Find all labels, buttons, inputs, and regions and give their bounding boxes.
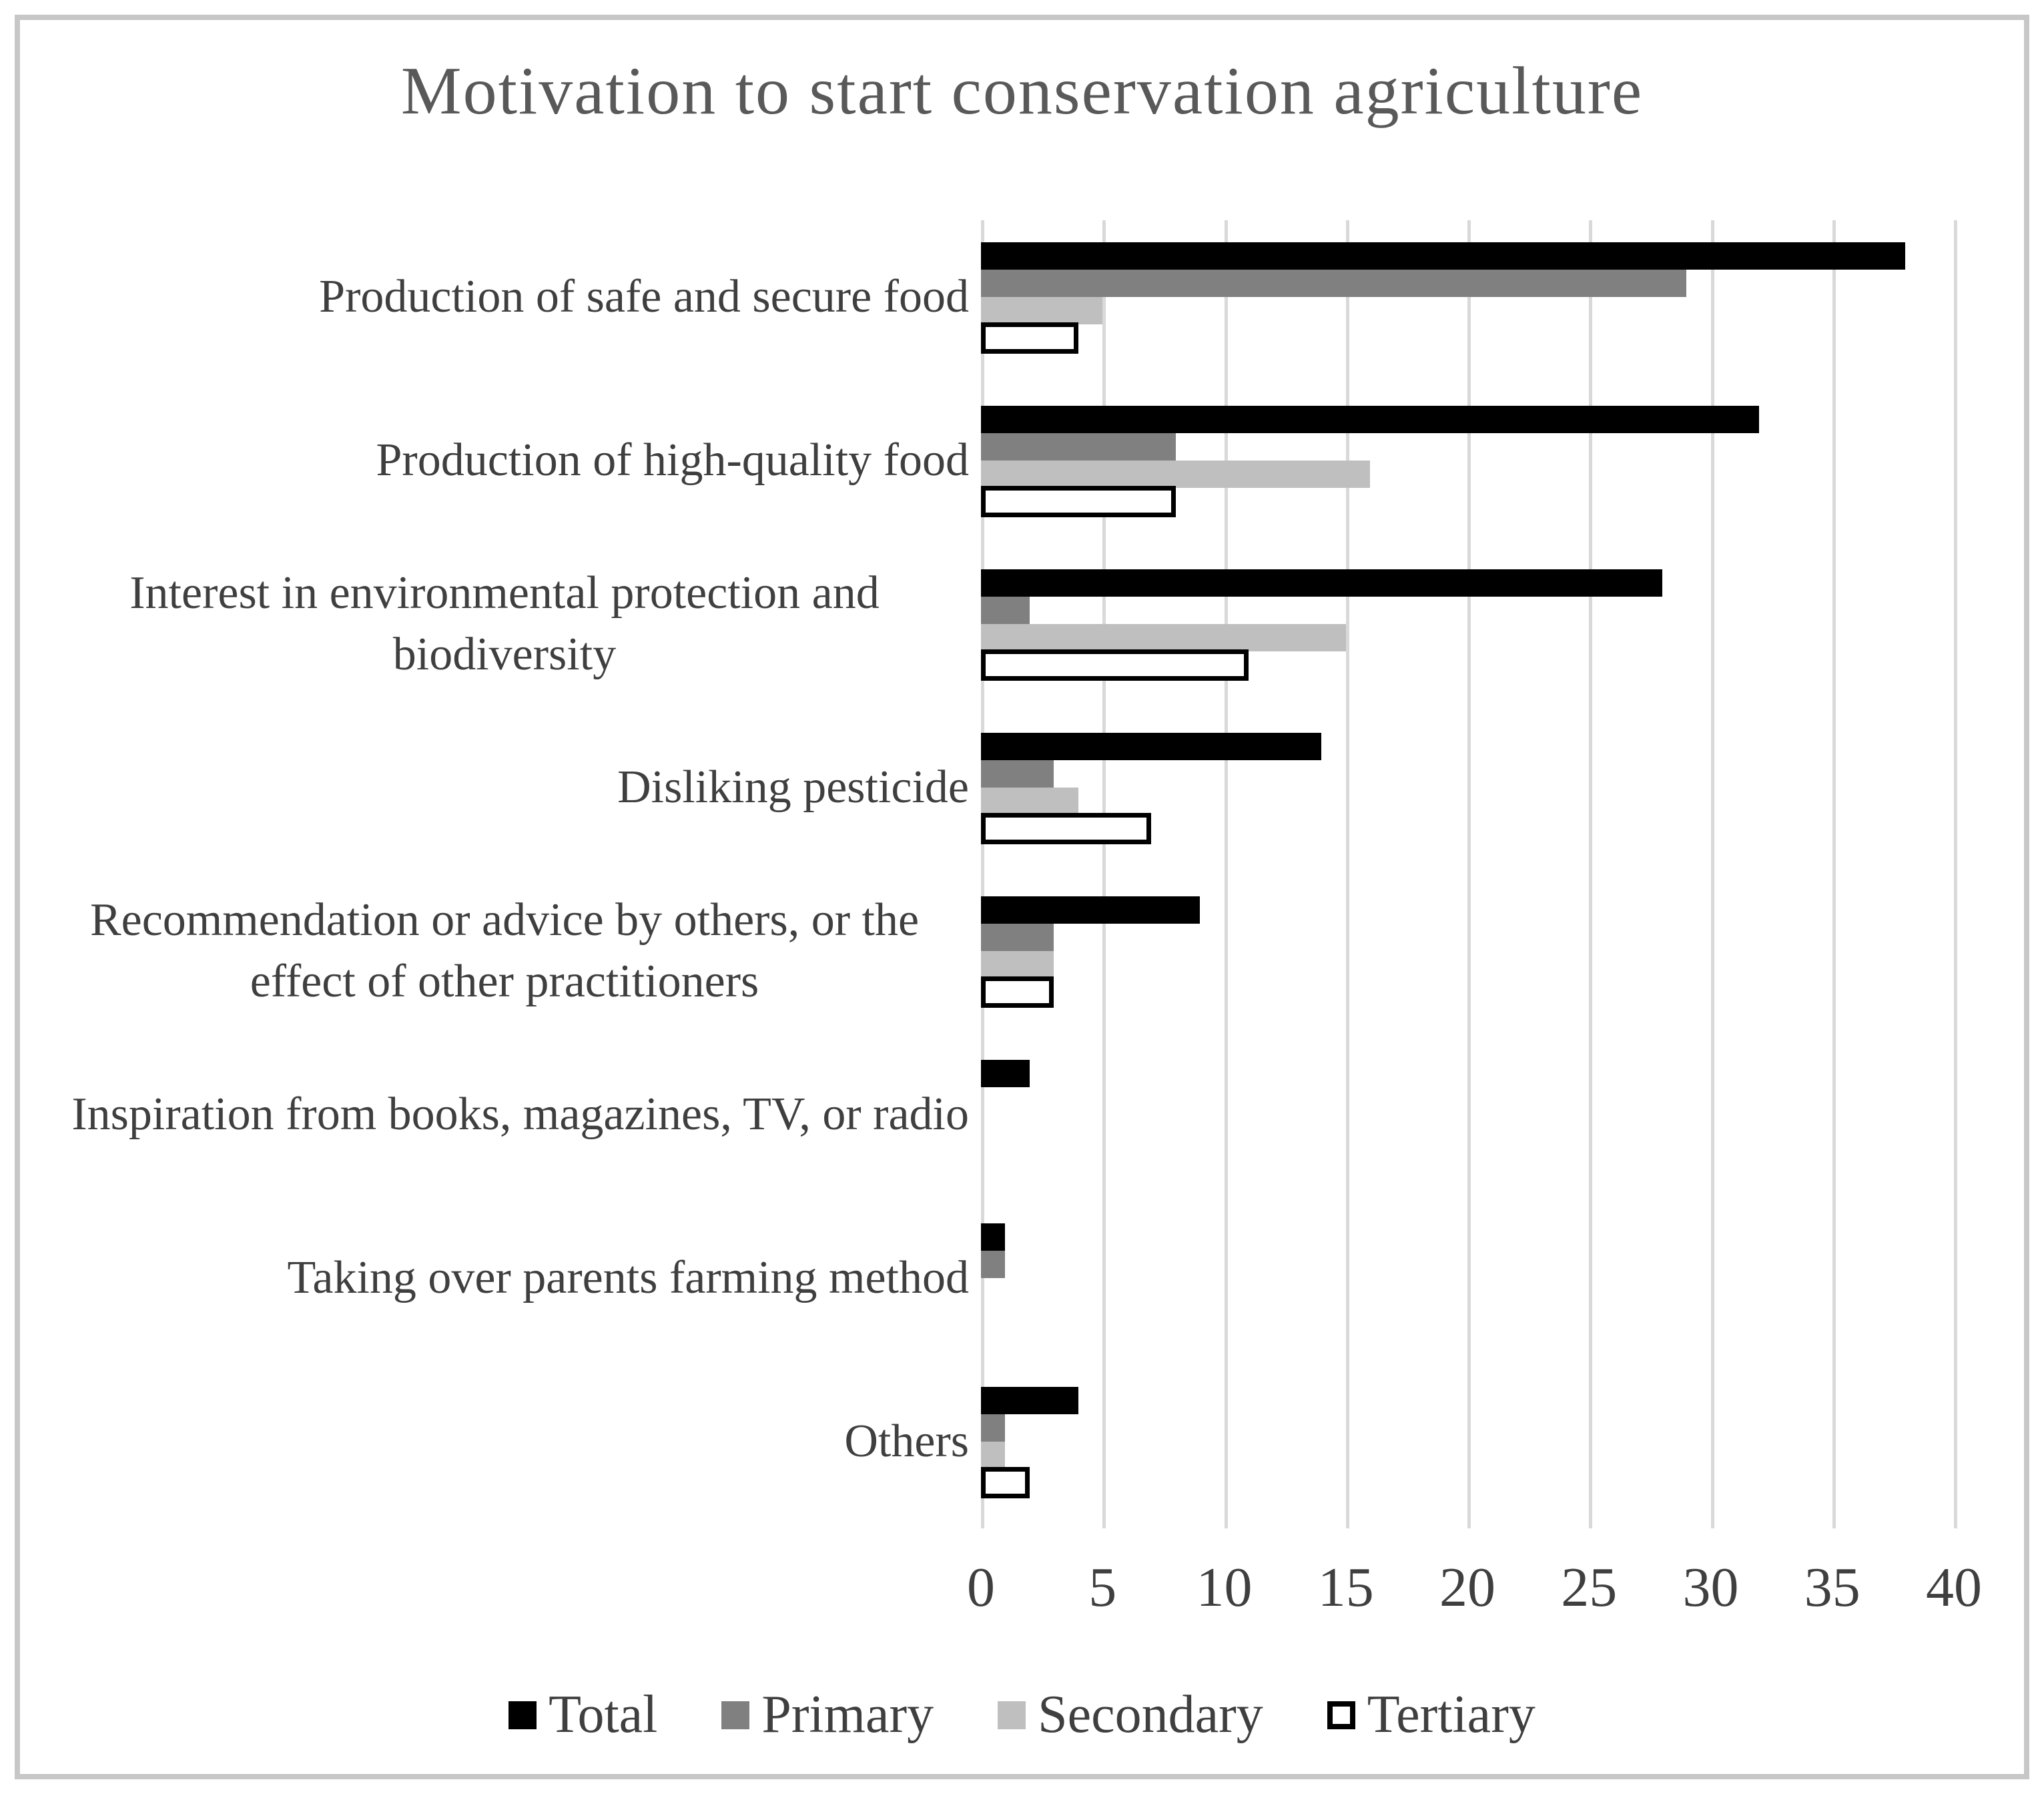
bar-tertiary (981, 322, 1078, 354)
bar-primary (981, 760, 1054, 788)
legend-swatch-primary (721, 1701, 750, 1729)
x-tick-label: 25 (1561, 1556, 1618, 1618)
gridline (1224, 220, 1228, 1528)
bar-total (981, 242, 1906, 270)
category-label-text: Interest in environmental protection and… (129, 567, 880, 680)
bar-secondary (981, 297, 1103, 324)
category-label-text: Disliking pesticide (617, 761, 969, 813)
bar-total (981, 733, 1322, 760)
category-label: Production of safe and secure food (40, 242, 969, 352)
bar-total (981, 1387, 1078, 1414)
x-tick-label: 10 (1196, 1556, 1253, 1618)
category-label: Taking over parents farming method (40, 1223, 969, 1333)
x-tick-label: 30 (1682, 1556, 1739, 1618)
plot-area (981, 220, 1995, 1528)
legend-item-total: Total (508, 1685, 657, 1745)
bar-primary (981, 270, 1687, 297)
bar-total (981, 1060, 1030, 1087)
legend-swatch-tertiary (1327, 1701, 1355, 1729)
legend-item-secondary: Secondary (998, 1685, 1263, 1745)
legend-label: Tertiary (1367, 1685, 1536, 1744)
legend-label: Total (549, 1685, 658, 1744)
bar-tertiary (981, 649, 1249, 681)
bar-total (981, 1223, 1006, 1251)
x-tick-label: 0 (967, 1556, 995, 1618)
category-label-text: Inspiration from books, magazines, TV, o… (71, 1088, 969, 1140)
legend-item-primary: Primary (721, 1685, 934, 1745)
x-tick-label: 20 (1439, 1556, 1495, 1618)
bar-total (981, 406, 1760, 433)
legend: Total Primary Secondary Tertiary (0, 1685, 2044, 1745)
bar-primary (981, 924, 1054, 951)
bar-secondary (981, 624, 1346, 651)
category-label-text: Taking over parents farming method (287, 1251, 969, 1303)
category-label-text: Recommendation or advice by others, or t… (89, 894, 920, 1007)
gridline (1345, 220, 1349, 1528)
bar-tertiary (981, 486, 1176, 517)
x-tick-label: 35 (1804, 1556, 1860, 1618)
bar-secondary (981, 788, 1078, 815)
bar-tertiary (981, 813, 1152, 844)
category-label-text: Others (844, 1415, 969, 1467)
legend-label: Primary (761, 1685, 934, 1744)
category-label: Disliking pesticide (40, 733, 969, 842)
bar-primary (981, 433, 1176, 461)
category-label: Inspiration from books, magazines, TV, o… (40, 1060, 969, 1169)
category-label: Others (40, 1387, 969, 1496)
bar-tertiary (981, 976, 1054, 1008)
x-tick-label: 5 (1088, 1556, 1117, 1618)
category-label: Recommendation or advice by others, or t… (40, 894, 969, 1007)
gridline (1710, 220, 1714, 1528)
bar-primary (981, 1414, 1006, 1442)
bar-primary (981, 597, 1030, 624)
legend-label: Secondary (1038, 1685, 1263, 1744)
chart-title: Motivation to start conservation agricul… (400, 53, 1644, 129)
gridline (1102, 220, 1106, 1528)
bar-primary (981, 1251, 1006, 1278)
x-tick-label: 40 (1926, 1556, 1982, 1618)
category-label-text: Production of safe and secure food (319, 270, 969, 322)
category-label: Production of high-quality food (40, 406, 969, 515)
gridline (1832, 220, 1836, 1528)
legend-swatch-total (508, 1701, 537, 1729)
bar-secondary (981, 1442, 1006, 1469)
category-label-text: Production of high-quality food (376, 434, 969, 486)
gridline (1467, 220, 1471, 1528)
bar-total (981, 896, 1201, 924)
bar-tertiary (981, 1467, 1030, 1498)
bar-secondary (981, 461, 1371, 488)
gridline (981, 220, 984, 1528)
x-tick-label: 15 (1317, 1556, 1374, 1618)
bar-total (981, 569, 1662, 597)
bar-secondary (981, 951, 1054, 978)
category-label: Interest in environmental protection and… (40, 567, 969, 680)
gridline (1589, 220, 1593, 1528)
legend-item-tertiary: Tertiary (1327, 1685, 1536, 1745)
legend-swatch-secondary (998, 1701, 1026, 1729)
gridline (1954, 220, 1957, 1528)
